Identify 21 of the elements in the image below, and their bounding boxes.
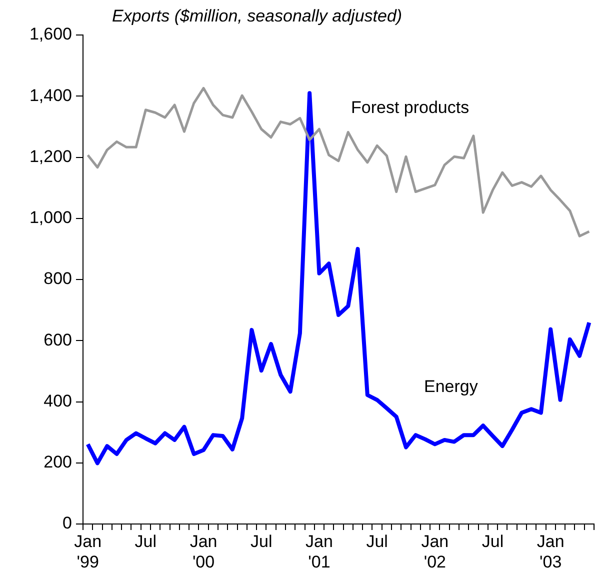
x-tick-label: Jan '03 xyxy=(536,532,564,572)
y-tick-label: 400 xyxy=(44,391,72,410)
chart-title: Exports ($million, seasonally adjusted) xyxy=(112,6,402,26)
y-tick-label: 600 xyxy=(44,330,72,350)
y-tick-label: 1,200 xyxy=(29,146,72,166)
x-tick-label: Jan '01 xyxy=(306,532,333,572)
x-tick-label: Jul xyxy=(250,532,272,551)
y-tick-label: 0 xyxy=(62,514,72,533)
y-tick-label: 1,000 xyxy=(29,208,72,228)
y-tick-label: 1,400 xyxy=(29,86,72,105)
x-tick-label: Jan '00 xyxy=(190,532,218,572)
x-tick-label: Jul xyxy=(366,532,388,551)
series-label: Energy xyxy=(424,376,478,396)
series-label: Forest products xyxy=(350,98,470,118)
x-tick-label: Jan '99 xyxy=(74,532,102,572)
x-tick-label: Jul xyxy=(134,532,157,551)
x-tick-label: Jul xyxy=(482,532,504,551)
x-tick-label: Jan '02 xyxy=(421,532,449,572)
y-tick-label: 1,600 xyxy=(29,24,72,44)
y-tick-label: 800 xyxy=(44,269,72,288)
y-tick-label: 200 xyxy=(44,452,72,472)
